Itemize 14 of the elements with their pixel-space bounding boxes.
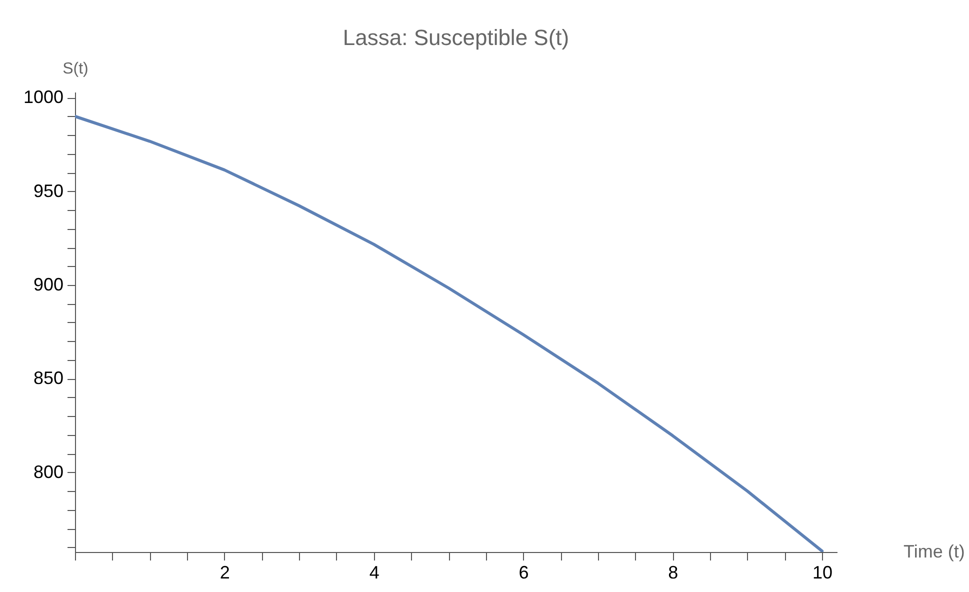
x-axis-title: Time (t) [904, 542, 965, 562]
x-tick-label: 2 [220, 562, 230, 582]
y-tick-label: 900 [33, 274, 64, 294]
y-tick-label: 800 [33, 462, 64, 482]
line-series [75, 114, 824, 552]
x-tick-label: 10 [812, 562, 833, 582]
y-tick-label: 1000 [23, 87, 64, 108]
y-axis-title: S(t) [62, 60, 88, 78]
x-tick-label: 4 [369, 562, 380, 582]
y-tick-label: 850 [33, 368, 64, 388]
y-tick-label: 950 [33, 180, 64, 201]
chart-title: Lassa: Susceptible S(t) [342, 25, 570, 50]
x-tick-label: 6 [518, 562, 529, 582]
x-tick-label: 8 [668, 562, 678, 582]
